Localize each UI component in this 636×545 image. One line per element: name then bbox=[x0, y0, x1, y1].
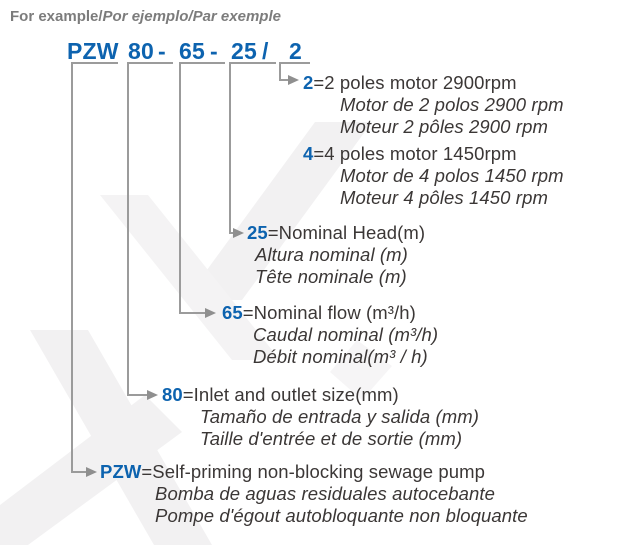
code-key: 65 bbox=[222, 302, 243, 323]
watermark-band bbox=[330, 340, 392, 400]
example-heading-es-fr: Por ejemplo/Par exemple bbox=[102, 8, 281, 25]
code-part-65: 65 bbox=[179, 38, 205, 64]
code-separator-slash: / bbox=[262, 38, 269, 64]
legend-block-nominal-flow: 65=Nominal flow (m³/h) Caudal nominal (m… bbox=[222, 302, 438, 368]
model-code: PZW 80 - 65 - 25 / 2 bbox=[0, 38, 636, 64]
definition-text: =Self-priming non-blocking sewage pump bbox=[141, 461, 486, 482]
legend-block-inlet-outlet-size: 80=Inlet and outlet size(mm) Tamaño de e… bbox=[162, 384, 479, 450]
translation-line-es: Motor de 2 polos 2900 rpm bbox=[340, 94, 564, 115]
legend-block-nominal-head: 25=Nominal Head(m) Altura nominal (m) Tê… bbox=[247, 222, 425, 288]
code-part-pzw: PZW bbox=[67, 38, 119, 64]
watermark-band bbox=[185, 122, 372, 300]
code-part-2: 2 bbox=[289, 38, 302, 64]
definition-text: =Nominal flow (m³/h) bbox=[242, 302, 416, 323]
translation-line-es: Motor de 4 polos 1450 rpm bbox=[340, 165, 564, 186]
definition-text: =2 poles motor 2900rpm bbox=[313, 72, 517, 93]
legend-block-motor-poles: 2=2 poles motor 2900rpm Motor de 2 polos… bbox=[303, 72, 564, 209]
code-separator: - bbox=[158, 38, 166, 64]
translation-line-fr: Moteur 4 pôles 1450 rpm bbox=[340, 187, 548, 208]
definition-line: 80=Inlet and outlet size(mm) bbox=[162, 384, 479, 406]
code-key: 80 bbox=[162, 384, 183, 405]
code-key: PZW bbox=[100, 461, 142, 482]
definition-text: =4 poles motor 1450rpm bbox=[313, 143, 517, 164]
definition-line: 65=Nominal flow (m³/h) bbox=[222, 302, 438, 324]
code-key: 25 bbox=[247, 222, 268, 243]
definition-line: PZW=Self-priming non-blocking sewage pum… bbox=[100, 461, 528, 483]
translation-line-es: Caudal nominal (m³/h) bbox=[253, 324, 439, 345]
translation-line-fr: Débit nominal(m³ / h) bbox=[253, 346, 428, 367]
code-key: 4 bbox=[303, 143, 314, 164]
translation-line-es: Tamaño de entrada y salida (mm) bbox=[200, 406, 480, 427]
code-key: 2 bbox=[303, 72, 314, 93]
code-separator: - bbox=[210, 38, 218, 64]
definition-text: =Nominal Head(m) bbox=[267, 222, 426, 243]
legend-block-pump-type: PZW=Self-priming non-blocking sewage pum… bbox=[100, 461, 528, 527]
definition-line: 25=Nominal Head(m) bbox=[247, 222, 425, 244]
definition-line: 4=4 poles motor 1450rpm bbox=[303, 143, 564, 165]
translation-line-es: Bomba de aguas residuales autocebante bbox=[155, 483, 496, 504]
translation-line-fr: Pompe d'égout autobloquante non bloquant… bbox=[155, 505, 528, 526]
definition-line: 2=2 poles motor 2900rpm bbox=[303, 72, 564, 94]
legend-entry: 4=4 poles motor 1450rpm Motor de 4 polos… bbox=[303, 143, 564, 209]
translation-line-es: Altura nominal (m) bbox=[255, 244, 408, 265]
code-part-25: 25 bbox=[231, 38, 257, 64]
definition-text: =Inlet and outlet size(mm) bbox=[182, 384, 399, 405]
legend-entry: 2=2 poles motor 2900rpm Motor de 2 polos… bbox=[303, 72, 564, 138]
example-heading: For example/Por ejemplo/Par exemple bbox=[10, 8, 281, 25]
translation-line-fr: Taille d'entrée et de sortie (mm) bbox=[200, 428, 463, 449]
translation-line-fr: Tête nominale (m) bbox=[255, 266, 407, 287]
translation-line-fr: Moteur 2 pôles 2900 rpm bbox=[340, 116, 548, 137]
example-heading-en: For example/ bbox=[10, 8, 103, 25]
code-part-80: 80 bbox=[128, 38, 154, 64]
